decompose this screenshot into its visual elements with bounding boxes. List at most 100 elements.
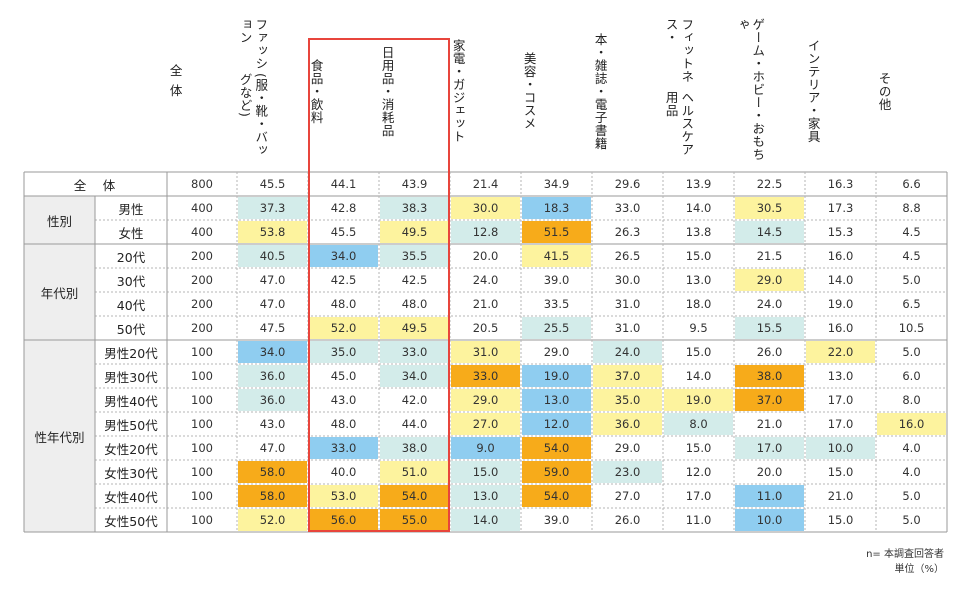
row-n: 200 <box>191 273 213 287</box>
row-label: 男性30代 <box>104 369 158 385</box>
data-cell: 5.0 <box>902 273 921 287</box>
data-cell: 52.0 <box>238 509 307 531</box>
data-cell: 37.0 <box>593 365 662 387</box>
data-cell: 54.0 <box>522 485 591 507</box>
data-cell: 15.0 <box>827 465 854 479</box>
data-cell: 19.0 <box>664 389 733 411</box>
row-n: 100 <box>191 369 213 383</box>
data-cell: 10.0 <box>806 437 875 459</box>
data-cell: 21.0 <box>756 417 783 431</box>
column-header-line: ゲーム・ホビー・おもちゃ <box>734 18 766 161</box>
data-cell: 31.0 <box>614 297 641 311</box>
data-cell: 15.0 <box>685 345 712 359</box>
data-cell: 48.0 <box>401 297 428 311</box>
data-cell: 29.0 <box>735 269 804 291</box>
column-header-line: 本・雑誌・電子書籍 <box>592 32 608 150</box>
data-cell: 36.0 <box>238 365 307 387</box>
data-cell: 20.0 <box>472 249 499 263</box>
data-cell: 30.0 <box>451 197 520 219</box>
data-cell: 18.3 <box>522 197 591 219</box>
data-cell: 47.5 <box>259 321 286 335</box>
data-cell: 11.0 <box>685 513 712 527</box>
data-cell: 42.5 <box>401 273 428 287</box>
data-cell: 16.0 <box>827 249 854 263</box>
data-cell: 5.0 <box>902 489 921 503</box>
total-row-value: 45.5 <box>259 177 286 191</box>
data-cell: 19.0 <box>827 297 854 311</box>
data-cell: 4.0 <box>902 441 921 455</box>
data-cell: 53.8 <box>238 221 307 243</box>
total-row-value: 29.6 <box>614 177 641 191</box>
row-label: 女性 <box>118 225 144 241</box>
data-cell: 58.0 <box>238 485 307 507</box>
data-cell: 6.0 <box>902 369 921 383</box>
row-n: 100 <box>191 441 213 455</box>
data-cell: 30.5 <box>735 197 804 219</box>
data-cell: 24.0 <box>756 297 783 311</box>
data-cell: 54.0 <box>522 437 591 459</box>
column-header-line: 家電・ガジェット <box>450 39 466 143</box>
n-note: n= 本調査回答者 <box>866 549 944 560</box>
data-cell: 26.0 <box>756 345 783 359</box>
row-label: 50代 <box>116 321 146 337</box>
total-row-value: 6.6 <box>902 177 921 191</box>
data-cell: 31.0 <box>614 321 641 335</box>
data-cell: 27.0 <box>451 413 520 435</box>
row-n: 100 <box>191 513 213 527</box>
data-cell: 55.0 <box>380 509 449 531</box>
data-cell: 20.5 <box>472 321 499 335</box>
data-cell: 45.5 <box>330 225 357 239</box>
data-cell: 16.0 <box>877 413 946 435</box>
row-label: 男性 <box>118 201 144 217</box>
column-header: 美容・コスメ <box>521 18 592 164</box>
data-cell: 38.0 <box>735 365 804 387</box>
data-cell: 36.0 <box>593 413 662 435</box>
data-cell: 21.5 <box>756 249 783 263</box>
data-cell: 17.0 <box>827 393 854 407</box>
row-n: 100 <box>191 393 213 407</box>
column-header-line: 日用品・消耗品 <box>379 45 395 137</box>
data-cell: 22.0 <box>806 341 875 363</box>
data-cell: 12.0 <box>522 413 591 435</box>
data-cell: 39.0 <box>543 273 570 287</box>
data-cell: 6.5 <box>902 297 921 311</box>
data-cell: 58.0 <box>238 461 307 483</box>
data-cell: 38.0 <box>380 437 449 459</box>
row-label: 30代 <box>116 273 146 289</box>
data-cell: 42.8 <box>330 201 357 215</box>
group-label: 性別 <box>24 196 95 244</box>
total-row-value: 13.9 <box>685 177 712 191</box>
data-cell: 15.0 <box>451 461 520 483</box>
data-cell: 11.0 <box>735 485 804 507</box>
data-cell: 37.0 <box>735 389 804 411</box>
data-cell: 42.0 <box>401 393 428 407</box>
column-header-line: ファッション <box>237 18 269 70</box>
data-cell: 4.0 <box>902 465 921 479</box>
data-cell: 21.0 <box>827 489 854 503</box>
column-header: 本・雑誌・電子書籍 <box>592 18 663 164</box>
row-label: 女性40代 <box>104 489 158 505</box>
data-cell: 35.0 <box>309 341 378 363</box>
data-cell: 47.0 <box>259 273 286 287</box>
data-cell: 29.0 <box>614 441 641 455</box>
row-label: 女性20代 <box>104 441 158 457</box>
total-row-value: 34.9 <box>543 177 570 191</box>
data-cell: 17.0 <box>827 417 854 431</box>
data-cell: 26.5 <box>614 249 641 263</box>
total-row-value: 16.3 <box>827 177 854 191</box>
data-cell: 38.3 <box>380 197 449 219</box>
data-cell: 49.5 <box>380 317 449 339</box>
total-row-value: 43.9 <box>401 177 428 191</box>
column-header: フィットネス・ ヘルスケア用品 <box>663 18 734 164</box>
data-cell: 23.0 <box>593 461 662 483</box>
data-cell: 26.3 <box>614 225 641 239</box>
data-cell: 13.0 <box>451 485 520 507</box>
total-row-value: 21.4 <box>472 177 499 191</box>
data-cell: 44.0 <box>401 417 428 431</box>
column-header: 家電・ガジェット <box>450 18 521 164</box>
data-cell: 25.5 <box>522 317 591 339</box>
column-header-line: 体 <box>167 84 183 105</box>
data-cell: 43.0 <box>330 393 357 407</box>
data-cell: 9.0 <box>451 437 520 459</box>
total-row-label: 全 体 <box>73 177 118 193</box>
